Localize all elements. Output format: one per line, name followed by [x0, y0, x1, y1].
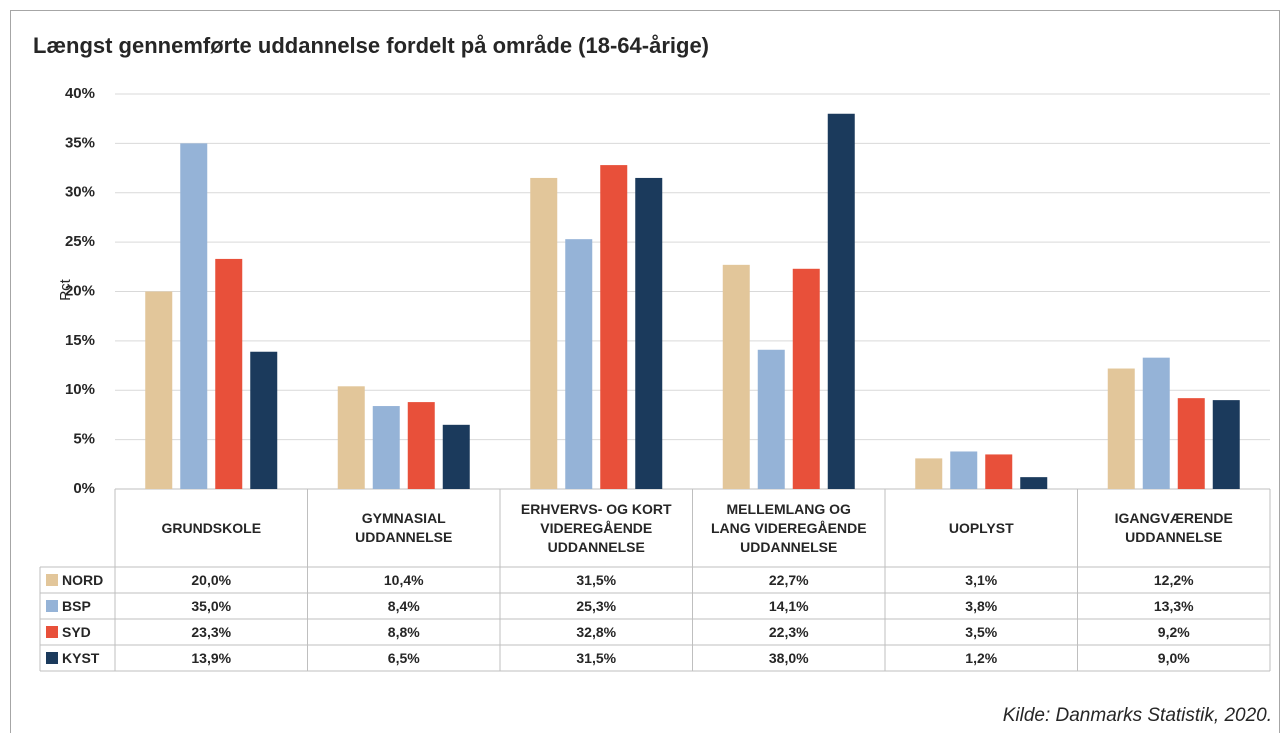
- table-value: 10,4%: [383, 572, 424, 588]
- legend-swatch: [46, 626, 58, 638]
- category-label: GRUNDSKOLE: [161, 519, 262, 536]
- bar: [1212, 400, 1240, 489]
- y-tick-label: 35%: [65, 134, 95, 151]
- category-label: IGANGVÆRENDE UDDANNELSE: [1114, 510, 1233, 545]
- legend-entry: KYST: [40, 645, 115, 671]
- bar: [215, 258, 243, 489]
- table-value: 13,3%: [1153, 598, 1194, 614]
- bar: [985, 454, 1013, 489]
- frame: [10, 10, 1280, 733]
- bar: [915, 458, 943, 489]
- table-value: 35,0%: [191, 598, 232, 614]
- y-tick-label: 40%: [65, 85, 95, 102]
- table-value: 14,1%: [768, 598, 809, 614]
- legend-label: NORD: [62, 572, 104, 588]
- table-value: 9,2%: [1157, 624, 1190, 640]
- table-value: 22,7%: [768, 572, 809, 588]
- bar: [407, 402, 435, 489]
- legend-label: SYD: [62, 624, 91, 640]
- bar: [442, 424, 470, 489]
- y-tick-label: 15%: [65, 332, 95, 349]
- table-value: 20,0%: [191, 572, 232, 588]
- table-value: 8,4%: [387, 598, 420, 614]
- bar: [950, 451, 978, 489]
- category-label: GYMNASIAL UDDANNELSE: [355, 510, 453, 545]
- bar: [337, 386, 365, 489]
- table-value: 1,2%: [965, 650, 998, 666]
- y-axis-label: Pct: [57, 278, 74, 301]
- legend-label: BSP: [62, 598, 91, 614]
- y-tick-label: 25%: [65, 233, 95, 250]
- table-value: 13,9%: [191, 650, 232, 666]
- table-value: 12,2%: [1153, 572, 1194, 588]
- bar: [1107, 368, 1135, 489]
- bar: [565, 239, 593, 489]
- table-value: 22,3%: [768, 624, 809, 640]
- category-label: MELLEMLANG OG LANG VIDEREGÅENDE UDDANNEL…: [710, 500, 867, 555]
- table-value: 3,8%: [965, 598, 998, 614]
- bar: [722, 264, 750, 489]
- table-value: 3,5%: [965, 624, 998, 640]
- source: Kilde: Danmarks Statistik, 2020.: [1003, 705, 1272, 726]
- bar: [180, 143, 208, 489]
- bar: [792, 268, 820, 489]
- legend-swatch: [46, 600, 58, 612]
- table-value: 6,5%: [387, 650, 420, 666]
- bar: [530, 177, 558, 489]
- bar: [250, 351, 278, 489]
- legend-entry: NORD: [40, 567, 115, 593]
- table-value: 38,0%: [768, 650, 809, 666]
- bar: [145, 291, 173, 489]
- y-tick-label: 20%: [65, 282, 95, 299]
- bar: [757, 349, 785, 489]
- y-tick-label: 10%: [65, 381, 95, 398]
- table-value: 31,5%: [576, 572, 617, 588]
- table-value: 31,5%: [576, 650, 617, 666]
- table-value: 23,3%: [191, 624, 232, 640]
- category-label: UOPLYST: [948, 519, 1014, 536]
- bar: [1142, 357, 1170, 489]
- legend-label: KYST: [62, 650, 100, 666]
- legend-entry: BSP: [40, 593, 115, 619]
- table-value: 9,0%: [1157, 650, 1190, 666]
- y-tick-label: 5%: [73, 431, 95, 448]
- bar: [1020, 477, 1048, 489]
- table-value: 8,8%: [387, 624, 420, 640]
- chart-title: Længst gennemførte uddannelse fordelt på…: [33, 33, 709, 58]
- legend-swatch: [46, 652, 58, 664]
- bar: [827, 113, 855, 489]
- table-value: 3,1%: [965, 572, 998, 588]
- legend-swatch: [46, 574, 58, 586]
- category-label: ERHVERVS- OG KORT VIDEREGÅENDE UDDANNELS…: [520, 500, 672, 555]
- bar: [635, 177, 663, 489]
- table-value: 25,3%: [576, 598, 617, 614]
- y-tick-label: 30%: [65, 184, 95, 201]
- bar: [372, 406, 400, 489]
- bar: [1177, 398, 1205, 489]
- y-tick-label: 0%: [73, 480, 95, 497]
- table-value: 32,8%: [576, 624, 617, 640]
- legend-entry: SYD: [40, 619, 115, 645]
- bar: [600, 165, 628, 489]
